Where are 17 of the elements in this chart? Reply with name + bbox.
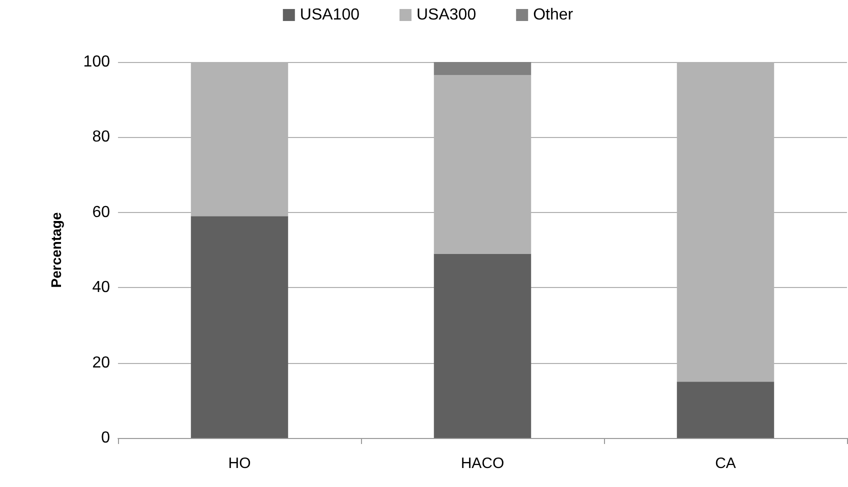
y-tick-label: 100	[83, 54, 110, 70]
x-tick-label: HO	[228, 455, 251, 472]
legend-label: USA300	[416, 6, 476, 24]
bar	[676, 382, 774, 438]
x-tick-label: CA	[715, 455, 736, 472]
y-tick-label: 60	[92, 204, 110, 221]
y-axis-title: Percentage	[48, 212, 64, 288]
x-tick-label: HACO	[460, 455, 504, 472]
bar	[434, 254, 532, 438]
bar	[190, 216, 288, 438]
y-tick-label: 0	[101, 430, 110, 446]
y-tick-label: 80	[92, 128, 110, 146]
y-tick-label: 20	[92, 354, 110, 372]
legend-label: USA100	[300, 6, 360, 24]
legend-label: Other	[533, 6, 574, 24]
bar	[434, 62, 532, 76]
y-tick-label: 40	[92, 279, 110, 296]
